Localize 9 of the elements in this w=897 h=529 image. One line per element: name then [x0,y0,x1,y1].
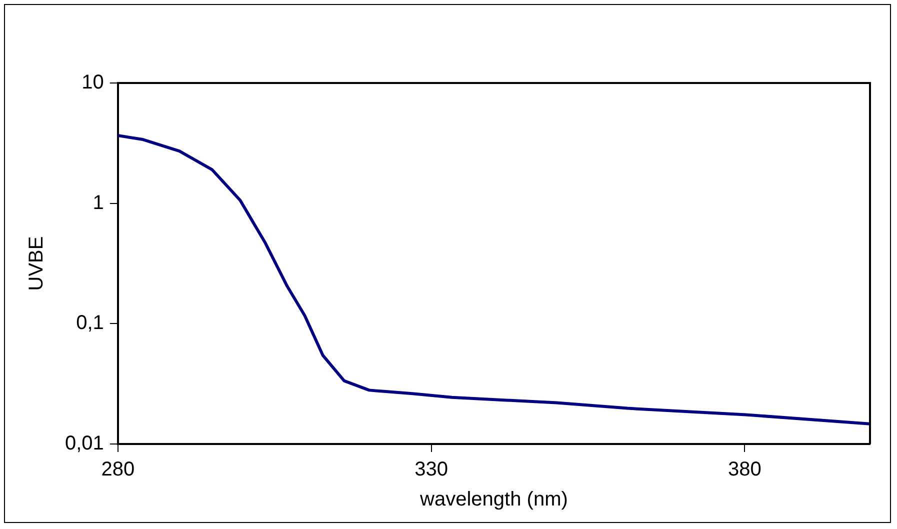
y-axis-title: UVBE [26,236,48,291]
y-tick-label: 0,01 [64,432,104,455]
x-tick-label: 380 [728,458,762,481]
x-axis-title: wavelength (nm) [419,488,568,511]
x-tick-label: 330 [414,458,448,481]
y-tick-label: 10 [82,72,104,94]
y-tick-label: 0,1 [76,312,104,334]
y-tick-label: 1 [92,192,104,214]
x-tick-label: 280 [101,458,135,481]
